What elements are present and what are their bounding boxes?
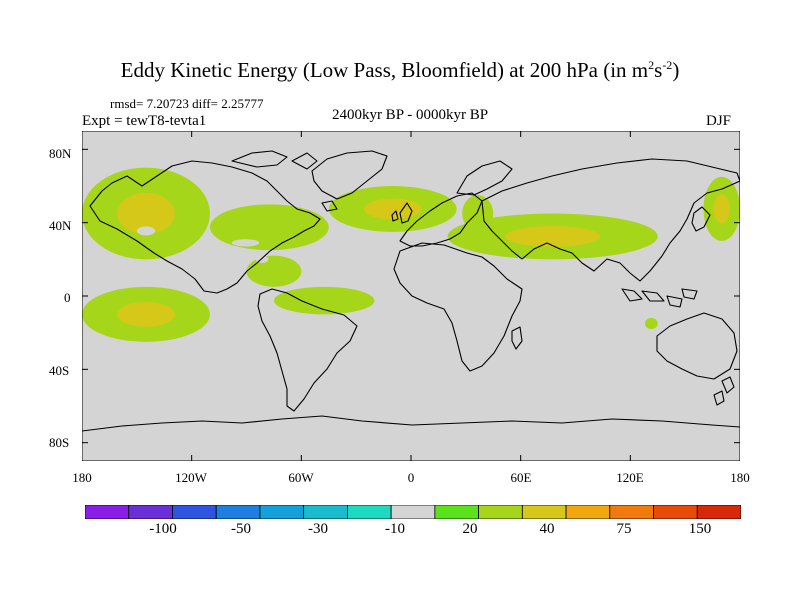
anomaly-region-8 — [273, 286, 375, 315]
colorbar-box-14 — [696, 505, 741, 519]
colorbar-label-minus-10: -10 — [385, 521, 405, 537]
coast-japan — [691, 206, 711, 232]
anomaly-core-7 — [117, 301, 175, 327]
y-tick-label-80s: 80S — [49, 435, 70, 450]
x-tick-label-180e: 180 — [730, 470, 750, 485]
season-label: DJF — [706, 113, 732, 129]
colorbar-label-40: 40 — [539, 521, 555, 537]
coast-south-america — [257, 288, 358, 412]
anomaly-core-5 — [505, 226, 600, 247]
x-tick-label-0: 0 — [407, 470, 415, 485]
x-tick-label-180w: 180 — [72, 470, 92, 485]
coast-north-america — [89, 160, 321, 294]
coast-europe — [399, 192, 483, 247]
x-tick-label-120w: 120W — [175, 470, 207, 485]
colorbar-box-9 — [478, 505, 523, 519]
coastlines — [82, 150, 740, 432]
colorbar-box-2 — [172, 505, 217, 519]
y-tick-label-0: 0 — [64, 290, 71, 305]
colorbar-box-7 — [390, 505, 436, 519]
period-label: 2400kyr BP - 0000kyr BP — [331, 107, 489, 123]
colorbar-box-13 — [653, 505, 698, 519]
anomaly-region-18 — [122, 347, 156, 355]
colorbar-box-5 — [303, 505, 348, 519]
anomaly-region-15 — [420, 360, 613, 375]
coast-new-zealand — [713, 376, 735, 406]
anomaly-region-11 — [231, 239, 260, 247]
map-plot — [82, 131, 740, 461]
stats-text: rmsd= 7.20723 diff= 2.25777 — [110, 96, 264, 111]
colorbar-box-11 — [565, 505, 611, 519]
coast-indonesia — [621, 288, 698, 308]
x-tick-label-60e: 60E — [510, 470, 532, 485]
y-tick-label-80n: 80N — [49, 146, 72, 161]
colorbar-label-minus-100: -100 — [149, 521, 177, 537]
x-tick-label-120e: 120E — [616, 470, 644, 485]
coast-scandinavia — [456, 160, 513, 196]
x-tick-label-60w: 60W — [288, 470, 314, 485]
anomaly-region-1 — [209, 204, 329, 251]
colorbar-box-12 — [609, 505, 654, 519]
colorbar-box-0 — [85, 505, 130, 519]
coast-asia — [481, 158, 740, 282]
coast-greenland — [311, 150, 388, 200]
colorbar-label-minus-50: -50 — [231, 521, 251, 537]
colorbar-label-20: 20 — [462, 521, 478, 537]
colorbar-label-150: 150 — [688, 521, 712, 537]
colorbar-box-3 — [215, 505, 261, 519]
anomaly-region-9 — [644, 318, 658, 329]
anomaly-core-0 — [117, 192, 175, 235]
anomaly-layer — [82, 167, 740, 379]
anomaly-region-2 — [246, 255, 302, 287]
coast-africa — [393, 242, 523, 372]
coast-uk — [391, 202, 413, 224]
y-tick-label-40n: 40N — [49, 218, 72, 233]
colorbar-box-10 — [521, 505, 567, 519]
anomaly-region-14 — [337, 345, 411, 379]
colorbar-box-1 — [128, 505, 173, 519]
axis-ticks — [82, 131, 740, 461]
anomaly-region-16 — [626, 369, 658, 379]
colorbar-label-75: 75 — [616, 521, 632, 537]
coast-australia — [656, 312, 738, 380]
colorbar-box-6 — [346, 505, 392, 519]
chart-title: Eddy Kinetic Energy (Low Pass, Bloomfiel… — [120, 58, 680, 82]
colorbar-box-8 — [434, 505, 480, 519]
anomaly-region-10 — [136, 226, 156, 236]
colorbar — [85, 505, 741, 519]
colorbar-label-minus-30: -30 — [308, 521, 328, 537]
anomaly-region-12 — [389, 241, 402, 256]
colorbar-box-4 — [259, 505, 305, 519]
anomaly-core-6 — [713, 194, 730, 224]
coast-antarctica — [82, 415, 740, 432]
coast-madagascar — [511, 326, 523, 350]
experiment-label: Expt = tewT8-tevta1 — [82, 113, 207, 129]
y-tick-label-40s: 40S — [49, 363, 70, 378]
coast-arctic-islands — [231, 150, 338, 212]
anomaly-region-17 — [699, 351, 740, 373]
